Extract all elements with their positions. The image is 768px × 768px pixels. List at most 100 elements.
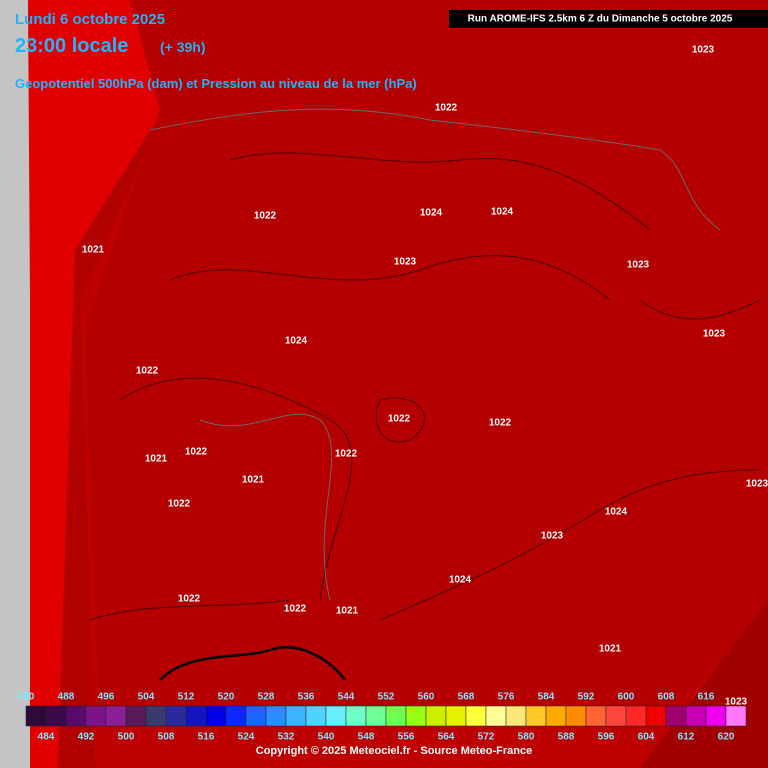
scale-swatch (445, 705, 467, 727)
scale-label: 544 (338, 692, 355, 703)
scale-label: 608 (658, 692, 675, 703)
scale-label: 536 (298, 692, 315, 703)
scale-swatch (505, 705, 527, 727)
scale-swatch (585, 705, 607, 727)
scale-label: 548 (358, 732, 375, 743)
scale-label: 480 (18, 692, 35, 703)
scale-swatch (165, 705, 187, 727)
scale-swatch (25, 705, 47, 727)
pressure-label: 1022 (284, 604, 307, 615)
pressure-label: 1024 (605, 507, 628, 518)
run-info: Run AROME-IFS 2.5km 6 Z du Dimanche 5 oc… (468, 14, 733, 25)
scale-swatch (185, 705, 207, 727)
scale-swatch (465, 705, 487, 727)
scale-swatch (125, 705, 147, 727)
scale-swatch (725, 705, 747, 727)
pressure-label: 1022 (136, 366, 159, 377)
scale-label: 520 (218, 692, 235, 703)
scale-label: 564 (438, 732, 455, 743)
isobar (119, 377, 353, 601)
scale-swatch (645, 705, 667, 727)
pressure-label: 1024 (449, 575, 472, 586)
scale-label: 512 (178, 692, 195, 703)
scale-label: 560 (418, 692, 435, 703)
pressure-label: 1023 (725, 697, 748, 708)
scale-label: 588 (558, 732, 575, 743)
scale-label: 488 (58, 692, 75, 703)
scale-swatch (685, 705, 707, 727)
scale-swatch (245, 705, 267, 727)
pressure-label: 1024 (420, 208, 443, 219)
pressure-label: 1021 (599, 644, 622, 655)
scale-swatch (325, 705, 347, 727)
scale-label: 540 (318, 732, 335, 743)
pressure-label: 1023 (703, 329, 726, 340)
isobar (89, 599, 291, 621)
isobars (89, 152, 761, 621)
scale-swatch (45, 705, 67, 727)
scale-label: 500 (118, 732, 135, 743)
scale-label: 524 (238, 732, 255, 743)
pressure-label: 1021 (242, 475, 265, 486)
scale-label: 596 (598, 732, 615, 743)
scale-label: 576 (498, 692, 515, 703)
pressure-label: 1022 (185, 447, 208, 458)
isobar (169, 255, 611, 301)
scale-label: 484 (38, 732, 55, 743)
pressure-label: 1022 (168, 499, 191, 510)
scale-swatch (105, 705, 127, 727)
isobar (229, 152, 651, 231)
scale-swatch (625, 705, 647, 727)
scale-label: 592 (578, 692, 595, 703)
scale-swatch (305, 705, 327, 727)
isobar (379, 469, 761, 621)
border (199, 413, 333, 601)
scale-label: 508 (158, 732, 175, 743)
lead-time: (+ 39h) (160, 39, 206, 55)
pressure-label: 1023 (746, 479, 768, 490)
scale-swatch (565, 705, 587, 727)
isobar (639, 299, 761, 320)
scale-label: 620 (718, 732, 735, 743)
pressure-label: 1021 (145, 454, 168, 465)
scale-label: 516 (198, 732, 215, 743)
pressure-label: 1023 (394, 257, 417, 268)
scale-label: 604 (638, 732, 655, 743)
scale-swatch (85, 705, 107, 727)
scale-label: 600 (618, 692, 635, 703)
scale-swatch (145, 705, 167, 727)
high-geopotential-zone (28, 0, 285, 768)
scale-swatch (705, 705, 727, 727)
scale-label: 572 (478, 732, 495, 743)
run-box (449, 10, 768, 28)
scale-swatch (285, 705, 307, 727)
scale-swatch (385, 705, 407, 727)
date: Lundi 6 octobre 2025 (15, 11, 165, 28)
pressure-label: 1024 (491, 207, 514, 218)
scale-label: 568 (458, 692, 475, 703)
scale-label: 616 (698, 692, 715, 703)
scale-label: 504 (138, 692, 155, 703)
subtitle: Geopotentiel 500hPa (dam) et Pression au… (15, 76, 417, 91)
pressure-label: 1021 (336, 606, 359, 617)
scale-label: 580 (518, 732, 535, 743)
copyright: Copyright © 2025 Meteociel.fr - Source M… (256, 745, 532, 757)
borders (149, 108, 721, 601)
scale-label: 612 (678, 732, 695, 743)
pressure-label: 1023 (541, 531, 564, 542)
border (149, 108, 721, 231)
scale-swatch (205, 705, 227, 727)
pressure-label: 1022 (254, 211, 277, 222)
scale-swatch (425, 705, 447, 727)
pressure-label: 1023 (627, 260, 650, 271)
pressure-label: 1021 (82, 245, 105, 256)
scale-label: 556 (398, 732, 415, 743)
scale-label: 528 (258, 692, 275, 703)
pressure-label: 1022 (489, 418, 512, 429)
pressure-label: 1022 (335, 449, 358, 460)
pressure-label: 1024 (285, 336, 308, 347)
pressure-label: 1022 (435, 103, 458, 114)
pressure-label: 1023 (692, 45, 715, 56)
